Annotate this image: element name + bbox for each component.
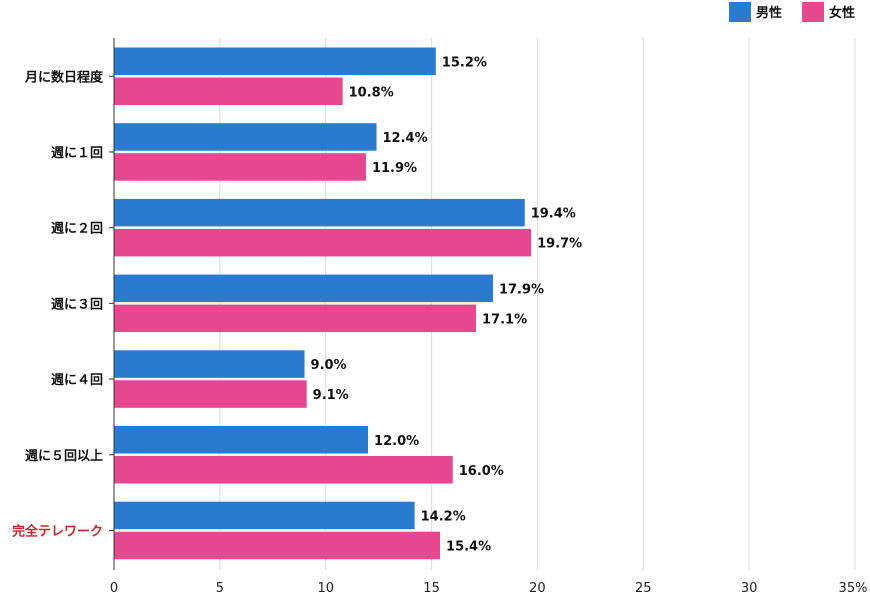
x-tick-label: 30 (741, 581, 758, 596)
bar-female (114, 456, 453, 484)
legend-label: 女性 (829, 5, 855, 21)
x-tick-label: 15 (423, 581, 440, 596)
bar-female (114, 304, 477, 333)
bar-value-label: 10.8% (349, 85, 394, 100)
bar-female (114, 153, 366, 181)
axis-layer: 0 5 10 15 20 25 30 35% 月に数日程度週に１回週に２回週に３回週に４回週に５… (12, 38, 867, 596)
label-layer: 15.2% 10.8% 12.4% 11.9% 19.4% 19.7% 17.9% 17.1%… (311, 55, 583, 554)
bar-female (114, 531, 441, 560)
bar-value-label: 19.7% (537, 237, 582, 252)
bar-male (114, 274, 493, 303)
category-label: 週に４回 (51, 373, 103, 388)
bar-female (114, 380, 307, 408)
grid-layer (219, 38, 856, 570)
category-label: 週に１回 (51, 146, 103, 161)
bar-male (114, 426, 369, 454)
x-tick-label: 5 (216, 581, 224, 596)
category-label: 週に５回以上 (25, 449, 103, 464)
bar-value-label: 14.2% (421, 509, 466, 524)
bar-value-label: 19.4% (531, 207, 576, 222)
x-tick-label: 35% (839, 581, 868, 596)
bar-female (114, 228, 532, 257)
bar-male (114, 198, 525, 227)
category-label: 週に２回 (51, 222, 103, 237)
legend-label: 男性 (756, 5, 782, 21)
bar-layer (114, 47, 532, 560)
bar-female (114, 77, 343, 105)
bar-value-label: 17.1% (482, 312, 527, 327)
x-tick-label: 0 (110, 581, 118, 596)
bar-value-label: 12.0% (374, 434, 419, 449)
bar-male (114, 47, 436, 75)
bar-value-label: 12.4% (383, 131, 428, 146)
bar-male (114, 501, 415, 530)
bar-value-label: 15.2% (442, 55, 487, 70)
category-label: 完全テレワーク (12, 523, 103, 539)
bar-value-label: 15.4% (446, 539, 491, 554)
bar-value-label: 17.9% (499, 282, 544, 297)
x-tick-label: 10 (317, 581, 334, 596)
bar-male (114, 350, 305, 378)
bar-value-label: 16.0% (459, 464, 504, 479)
category-label: 月に数日程度 (24, 69, 104, 85)
x-tick-label: 25 (635, 581, 652, 596)
bar-male (114, 123, 377, 151)
legend-swatch (802, 2, 824, 22)
category-label: 週に３回 (51, 297, 103, 312)
x-tick-label: 20 (529, 581, 546, 596)
bar-value-label: 11.9% (372, 161, 417, 176)
bar-value-label: 9.1% (313, 388, 349, 403)
legend-swatch (729, 2, 751, 22)
legend: 男性 女性 (729, 2, 855, 22)
bar-value-label: 9.0% (311, 358, 347, 373)
